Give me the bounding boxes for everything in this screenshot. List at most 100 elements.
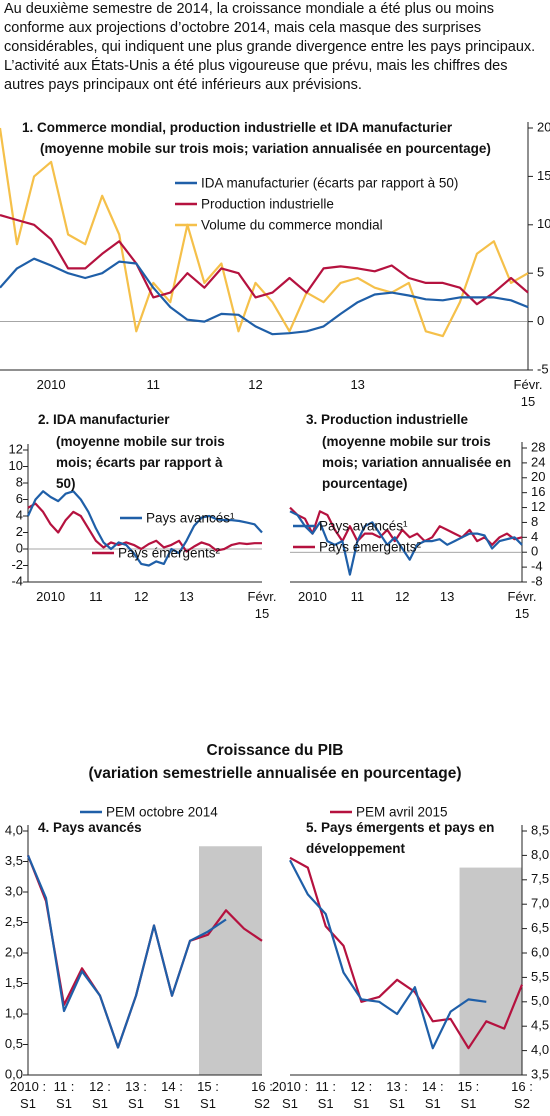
legend-label: PEM octobre 2014 bbox=[106, 804, 218, 820]
y-tick-label: 20 bbox=[537, 119, 550, 134]
y-tick-label: 6 bbox=[16, 491, 23, 506]
series-line bbox=[289, 506, 523, 546]
y-tick-label: 3,0 bbox=[5, 883, 23, 898]
y-tick-label: 1,0 bbox=[5, 1005, 23, 1020]
x-tick-label: 2010 bbox=[36, 589, 66, 604]
y-tick-label: 2,0 bbox=[5, 944, 23, 959]
y-tick-label: 4,0 bbox=[5, 822, 23, 837]
series-line bbox=[27, 502, 262, 553]
y-tick-label: 8,0 bbox=[531, 847, 549, 862]
x-tick-label: 14 : S1 bbox=[161, 1079, 183, 1111]
legend-label: Pays avancés¹ bbox=[146, 510, 235, 526]
y-tick-label: 0 bbox=[531, 544, 538, 559]
y-tick-label: 6,0 bbox=[531, 944, 549, 959]
y-tick-label: 12 bbox=[531, 499, 545, 514]
y-tick-label: 4,0 bbox=[531, 1042, 549, 1057]
y-tick-label: 28 bbox=[531, 439, 545, 454]
y-tick-label: 4 bbox=[16, 507, 23, 522]
x-tick-label: 14 : S1 bbox=[421, 1079, 444, 1111]
legend-label: Production industrielle bbox=[201, 196, 334, 212]
series-line bbox=[26, 854, 227, 1049]
y-tick-label: 0 bbox=[537, 313, 544, 328]
y-tick-label: -4 bbox=[11, 573, 23, 588]
series-line bbox=[0, 127, 529, 338]
chart-title: 3. Production industrielle bbox=[306, 412, 469, 427]
series-line bbox=[289, 856, 524, 1050]
series-line bbox=[26, 490, 263, 567]
legend-label: Pays émergents² bbox=[319, 539, 422, 555]
x-tick-label: 16 : S2 bbox=[251, 1079, 273, 1111]
forecast-shade bbox=[199, 846, 262, 1075]
y-tick-label: -4 bbox=[531, 559, 543, 574]
y-tick-label: 16 bbox=[531, 484, 545, 499]
y-tick-label: 0,0 bbox=[5, 1066, 23, 1081]
y-tick-label: 6,5 bbox=[531, 920, 549, 935]
x-tick-label: 2010 : S1 bbox=[271, 1079, 309, 1111]
legend-label: Volume du commerce mondial bbox=[201, 217, 383, 233]
legend-label: PEM avril 2015 bbox=[356, 804, 448, 820]
legend-label: Pays avancés¹ bbox=[319, 518, 408, 534]
y-tick-label: 3,5 bbox=[5, 853, 23, 868]
series-line bbox=[0, 257, 529, 336]
x-tick-label: Févr. 15 bbox=[507, 589, 537, 621]
y-tick-label: 10 bbox=[9, 458, 23, 473]
x-tick-label: Févr. 15 bbox=[247, 589, 277, 621]
y-tick-label: 5 bbox=[537, 265, 544, 280]
y-tick-label: 0,5 bbox=[5, 1036, 23, 1051]
x-tick-label: 15 : S1 bbox=[457, 1079, 480, 1111]
y-tick-label: 2 bbox=[16, 524, 23, 539]
x-tick-label: 13 : S1 bbox=[386, 1079, 408, 1111]
x-tick-label: 12 : S1 bbox=[89, 1079, 111, 1111]
series-line bbox=[289, 859, 487, 1050]
y-tick-label: 8 bbox=[531, 514, 538, 529]
chart-title: 4. Pays avancés bbox=[38, 820, 142, 835]
x-tick-label: 12 : S1 bbox=[350, 1079, 373, 1111]
series-line bbox=[289, 510, 523, 576]
x-tick-label: 2010 : S1 bbox=[9, 1079, 47, 1111]
chart-subtitle: (moyenne mobile sur trois mois; variatio… bbox=[40, 141, 491, 156]
chart-title: 1. Commerce mondial, production industri… bbox=[22, 120, 453, 135]
y-tick-label: 15 bbox=[537, 168, 550, 183]
y-tick-label: 5,0 bbox=[531, 993, 549, 1008]
y-tick-label: 8,5 bbox=[531, 822, 549, 837]
series-line bbox=[0, 214, 529, 306]
x-tick-label: 11 bbox=[350, 589, 365, 604]
x-tick-label: 11 : S1 bbox=[53, 1079, 75, 1111]
y-tick-label: 3,5 bbox=[531, 1066, 549, 1081]
x-tick-label: 12 bbox=[395, 589, 410, 604]
y-tick-label: 1,5 bbox=[5, 975, 23, 990]
x-tick-label: Févr. 15 bbox=[513, 377, 543, 409]
x-tick-label: 11 bbox=[146, 377, 161, 392]
x-tick-label: 13 bbox=[350, 377, 365, 392]
y-tick-label: -5 bbox=[537, 361, 549, 376]
y-tick-label: 5,5 bbox=[531, 969, 549, 984]
section-subtitle: (variation semestrielle annualisée en po… bbox=[88, 765, 462, 782]
y-tick-label: 10 bbox=[537, 216, 550, 231]
x-tick-label: 2010 bbox=[297, 589, 327, 604]
x-tick-label: 15 : S1 bbox=[197, 1079, 219, 1111]
y-tick-label: 4 bbox=[531, 529, 538, 544]
y-tick-label: 4,5 bbox=[531, 1018, 549, 1033]
chart-title: 5. Pays émergents et pays en développeme… bbox=[306, 820, 495, 856]
y-tick-label: 2,5 bbox=[5, 914, 23, 929]
chart-title: 2. IDA manufacturier bbox=[38, 412, 170, 427]
y-tick-label: 0 bbox=[16, 540, 23, 555]
y-tick-label: 24 bbox=[531, 454, 545, 469]
x-tick-label: 11 : S1 bbox=[315, 1079, 337, 1111]
x-tick-label: 13 : S1 bbox=[125, 1079, 147, 1111]
section-title: Croissance du PIB bbox=[206, 742, 344, 759]
y-tick-label: 7,0 bbox=[531, 896, 549, 911]
legend-label: IDA manufacturier (écarts par rapport à … bbox=[201, 175, 459, 191]
x-tick-label: 16 : S2 bbox=[511, 1079, 533, 1111]
forecast-shade bbox=[459, 867, 522, 1075]
x-tick-label: 2010 bbox=[36, 377, 66, 392]
x-tick-label: 13 bbox=[439, 589, 455, 604]
y-tick-label: 20 bbox=[531, 469, 545, 484]
chart-subtitle: (moyenne mobile sur trois mois; variatio… bbox=[322, 434, 512, 491]
intro-text: Au deuxième semestre de 2014, la croissa… bbox=[4, 1, 536, 93]
x-tick-label: 12 bbox=[133, 589, 149, 604]
x-tick-label: 12 bbox=[248, 377, 263, 392]
x-tick-label: 11 bbox=[89, 589, 103, 604]
